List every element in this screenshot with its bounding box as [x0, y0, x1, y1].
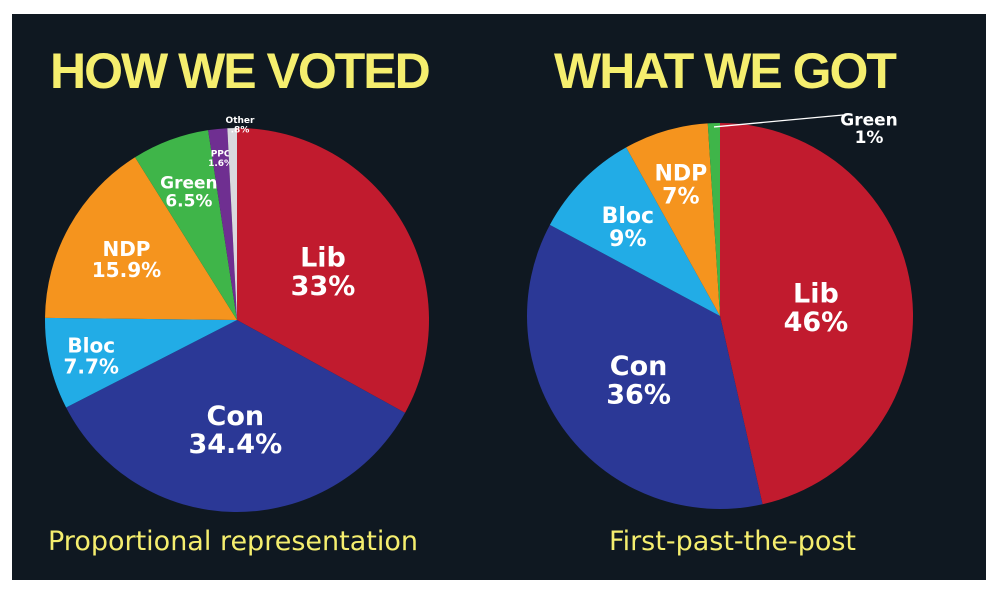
chart-panel: HOW WE VOTED WHAT WE GOT Proportional re…	[12, 14, 986, 580]
pie-chart-right: Lib 46% Con 36% Bloc 9%NDP 7% Green 1%	[526, 110, 914, 510]
pie-label-green-left: Green 6.5%	[160, 174, 218, 212]
pie-chart-left: Lib 33% Con 34.4% Bloc 7.7% NDP 15.9% Green 6.5% P…	[44, 116, 430, 513]
pie-label-ppc-left: PPC 1.6%	[208, 150, 233, 169]
pie-label-bloc-right: Bloc 9%	[602, 204, 654, 252]
pie-slice-green-left	[135, 130, 237, 320]
pie-label-con-left: Con 34.4%	[188, 401, 282, 460]
pie-slice-bloc-right	[549, 147, 720, 316]
pie-slice-con-left	[66, 320, 406, 513]
pie-slice-con-right	[526, 224, 763, 510]
pie-slice-ppc-left	[208, 128, 237, 320]
chart-subtitle-left: Proportional representation	[48, 526, 418, 557]
pie-label-ndp-right: NDP 7%	[654, 161, 707, 209]
pie-slice-ndp-left	[45, 157, 238, 320]
pie-leader-line-green-right	[713, 114, 844, 128]
pie-label-ndp-left: NDP 15.9%	[92, 237, 161, 282]
pie-slice-green-right	[707, 123, 720, 316]
pie-slice-bloc-left	[44, 317, 238, 408]
pie-label-con-right: Con 36%	[606, 351, 671, 410]
pie-label-other-left: Other .8%	[226, 116, 255, 135]
pie-label-lib-right: Lib 46%	[784, 279, 849, 338]
pie-slice-lib-left	[237, 128, 430, 413]
chart-title-left: HOW WE VOTED	[50, 43, 431, 99]
chart-subtitle-right: First-past-the-post	[609, 526, 857, 557]
pie-label-bloc-left: Bloc 7.7%	[63, 333, 118, 378]
pie-slice-ndp-right	[626, 123, 720, 316]
chart-title-right: WHAT WE GOT	[554, 43, 897, 99]
pie-slice-other-left	[227, 127, 237, 320]
pie-label-green-right: Green 1%	[840, 110, 898, 148]
pie-label-lib-left: Lib 33%	[291, 243, 356, 302]
pie-slice-lib-right	[720, 123, 914, 505]
